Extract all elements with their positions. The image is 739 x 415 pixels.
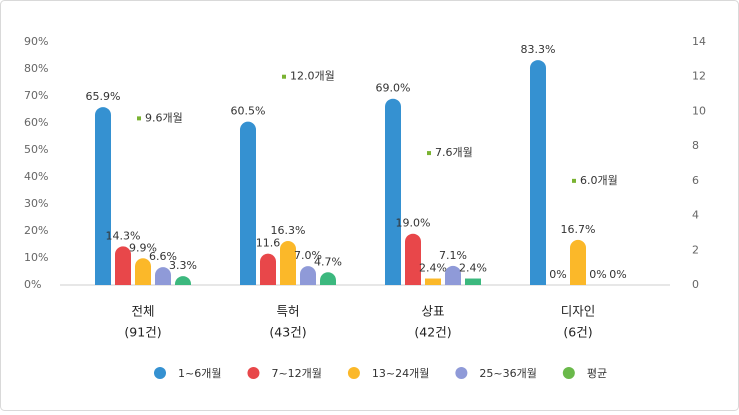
bar (115, 246, 131, 285)
legend-swatch (154, 367, 166, 379)
x-tick-sublabel: (91건) (124, 325, 161, 340)
y2-tick-label: 0 (692, 278, 699, 291)
value-label: 9.9% (129, 241, 157, 254)
value-label: 2.4% (459, 262, 487, 275)
bar (320, 272, 336, 285)
bar (260, 253, 276, 285)
bar (300, 266, 316, 285)
value-label: 69.0% (376, 82, 411, 95)
value-label: 60.5% (231, 105, 266, 118)
y-tick-label: 20% (24, 224, 48, 237)
y-tick-label: 60% (24, 116, 48, 129)
y-tick-label: 0% (24, 278, 41, 291)
y2-tick-label: 2 (692, 243, 699, 256)
average-marker (572, 178, 576, 183)
bar (240, 121, 256, 285)
y2-tick-label: 10 (692, 104, 706, 117)
y2-tick-label: 14 (692, 35, 706, 48)
legend-swatch (455, 367, 468, 379)
legend-label: 13~24개월 (372, 367, 429, 380)
value-label: 19.0% (396, 217, 431, 230)
legend-swatch (562, 367, 575, 379)
legend-swatch (247, 367, 260, 379)
x-tick-sublabel: (42건) (414, 325, 451, 340)
y2-tick-label: 8 (692, 139, 699, 152)
y-tick-label: 30% (24, 197, 48, 210)
bar (385, 98, 401, 285)
y-tick-label: 80% (24, 62, 48, 75)
value-label: 3.3% (169, 259, 197, 272)
value-label: 4.7% (314, 255, 342, 268)
bar (425, 278, 441, 285)
y-tick-label: 10% (24, 251, 48, 264)
legend-label: 평균 (587, 367, 607, 380)
value-label: 0% (589, 268, 606, 281)
average-marker (282, 74, 286, 79)
value-label: 7.1% (439, 249, 467, 262)
bar (445, 265, 461, 285)
value-label: 6.0개월 (580, 174, 618, 187)
average-marker (137, 116, 141, 121)
value-label: 14.3% (106, 229, 141, 242)
bar (530, 60, 546, 285)
y2-tick-label: 6 (692, 174, 699, 187)
bar (280, 240, 296, 285)
value-label: 9.6개월 (145, 111, 183, 124)
value-label: 16.7% (561, 223, 596, 236)
value-label: 0% (609, 268, 626, 281)
bar (175, 276, 191, 285)
x-tick-sublabel: (43건) (269, 325, 306, 340)
bar (570, 239, 586, 285)
value-label: 16.3% (271, 224, 306, 237)
y-tick-label: 50% (24, 143, 48, 156)
value-label: 83.3% (521, 43, 556, 56)
legend-label: 25~36개월 (479, 367, 536, 380)
x-tick-label: 디자인 (561, 304, 596, 319)
y2-tick-label: 4 (692, 209, 699, 222)
bar (155, 267, 171, 285)
bar (405, 233, 421, 285)
value-label: 2.4% (419, 262, 447, 275)
value-label: 7.6개월 (435, 146, 473, 159)
x-tick-label: 상표 (421, 304, 444, 319)
bar (135, 258, 151, 285)
bar (465, 278, 481, 285)
average-marker (427, 151, 431, 156)
y-tick-label: 40% (24, 170, 48, 183)
value-label: 7.0% (294, 249, 322, 262)
x-tick-sublabel: (6건) (563, 325, 592, 340)
value-label: 6.6% (149, 250, 177, 263)
legend-label: 7~12개월 (271, 367, 321, 380)
bar (95, 107, 111, 285)
y2-tick-label: 12 (692, 70, 706, 83)
value-label: 65.9% (86, 90, 121, 103)
legend-swatch (347, 367, 360, 379)
value-label: 12.0개월 (290, 70, 335, 83)
x-tick-label: 전체 (131, 304, 154, 319)
legend-label: 1~6개월 (178, 367, 221, 380)
value-label: 11.6 (256, 237, 281, 250)
x-tick-label: 특허 (276, 304, 299, 319)
y-tick-label: 90% (24, 35, 48, 48)
value-label: 0% (549, 268, 566, 281)
y-tick-label: 70% (24, 89, 48, 102)
